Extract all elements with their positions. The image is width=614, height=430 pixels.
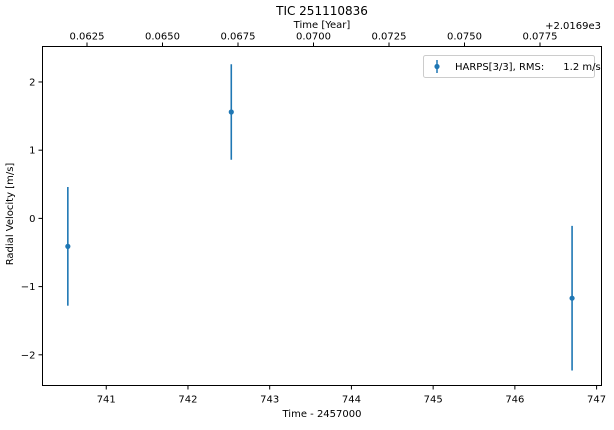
data-point (228, 109, 234, 115)
x-axis-label: Time - 2457000 (282, 409, 362, 420)
y-tick-label: −1 (21, 282, 36, 293)
x-tick-label: 742 (178, 395, 197, 406)
top-tick-label: 0.0750 (447, 32, 482, 43)
data-point (65, 243, 71, 249)
top-tick-label: 0.0725 (372, 32, 407, 43)
x-tick-label: 745 (424, 395, 443, 406)
top-tick-label: 0.0675 (221, 32, 256, 43)
top-tick-label: 0.0650 (145, 32, 180, 43)
top-tick-label: 0.0700 (296, 32, 331, 43)
chart-title: TIC 251110836 (275, 4, 368, 18)
x-tick-label: 744 (342, 395, 361, 406)
legend: HARPS[3/3], RMS: 1.2 m/s (423, 55, 601, 78)
data-point (569, 295, 575, 301)
top-axis-ticks: 0.0625 0.0650 0.0675 0.0700 0.0725 0.0750 0.07… (70, 32, 558, 47)
x-tick-label: 746 (505, 395, 524, 406)
x-axis-ticks: 741 742 743 744 745 746 747 (97, 385, 606, 406)
y-tick-label: 1 (29, 146, 35, 157)
x-tick-label: 741 (97, 395, 116, 406)
top-axis-offset-label: +2.0169e3 (545, 21, 601, 32)
data-points (65, 64, 575, 371)
top-tick-label: 0.0775 (523, 32, 558, 43)
legend-point-marker (434, 63, 440, 70)
y-axis-label: Radial Velocity [m/s] (5, 163, 16, 266)
x-tick-label: 747 (587, 395, 606, 406)
x-tick-label: 743 (260, 395, 279, 406)
legend-series-label: HARPS[3/3], RMS: 1.2 m/s (455, 62, 601, 73)
y-tick-label: −2 (21, 350, 36, 361)
y-tick-label: 2 (29, 77, 35, 88)
y-tick-label: 0 (29, 214, 35, 225)
y-axis-ticks: −2 −1 0 1 2 (21, 77, 43, 361)
top-tick-label: 0.0625 (70, 32, 105, 43)
top-axis-label: Time [Year] (293, 20, 351, 31)
plot-area-frame (42, 46, 602, 386)
legend-box (423, 55, 595, 78)
